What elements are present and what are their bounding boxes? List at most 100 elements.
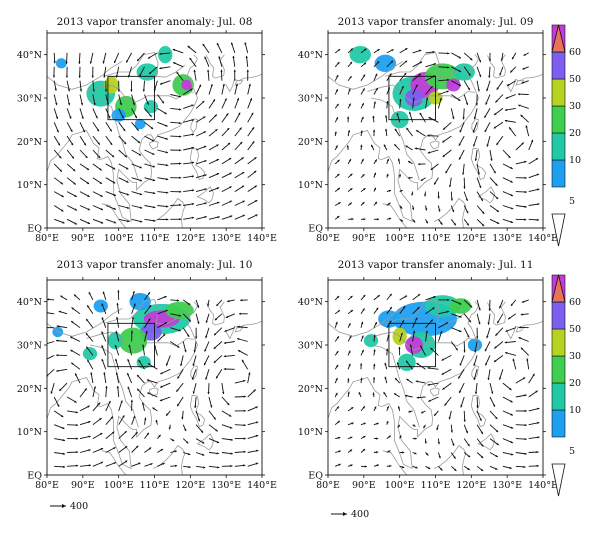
wind-vector-head [417,294,421,297]
wind-vector-head [494,112,497,115]
wind-vector-head [524,176,527,179]
wind-vector-head [168,427,171,430]
wind-vector-head [480,468,484,471]
wind-vector-head [216,441,220,444]
wind-vector-head [458,83,461,86]
wind-vector-head [121,115,124,119]
anomaly-patch [136,355,151,369]
wind-vector-head [124,446,128,449]
wind-vector-head [152,165,155,168]
wind-vector-head [230,464,233,468]
wind-vector-head [349,76,352,79]
wind-vector-head [139,166,142,169]
wind-vector-head [414,147,418,150]
anomaly-patch [405,336,423,354]
wind-vector-head [241,172,245,175]
coastline [328,301,479,470]
wind-vector-head [440,331,443,334]
wind-vector-head [495,455,498,457]
wind-vector-head [459,315,462,318]
map-area [328,280,543,475]
anomaly-patch [143,100,159,114]
x-tick-label: 130°E [492,480,522,491]
wind-vector-head [179,218,182,221]
wind-vector-head [87,405,90,408]
coastline [328,60,404,90]
y-tick-label: 10°N [17,180,42,191]
wind-vector-head [452,443,455,446]
wind-vector-head [216,144,219,147]
wind-vector-head [484,348,487,352]
wind-vector-head [474,391,478,395]
wind-vector-head [450,430,453,433]
wind-vector-head [402,451,405,454]
wind-vector-head [47,298,50,301]
wind-vector-head [360,363,363,366]
wind-vector-head [138,153,142,156]
wind-vector-head [227,300,230,303]
wind-vector-head [518,104,521,107]
wind-vector-head [349,61,353,65]
wind-vector-head [386,421,389,424]
wind-vector-head [101,331,104,334]
wind-vector-head [389,73,392,76]
wind-vector-head [232,55,235,59]
wind-vector-head [193,69,196,73]
wind-vector-head [98,155,101,159]
wind-vector-head [126,60,129,63]
wind-vector-head [102,61,105,64]
wind-vector-head [412,97,415,100]
wind-vector-head [179,190,182,193]
wind-vector-head [478,322,481,325]
wind-vectors [52,42,258,225]
wind-vector-head [62,221,65,224]
wind-vector-head [479,185,482,188]
y-tick-label: 10°N [17,427,42,438]
wind-vector-head [202,453,205,456]
wind-vector [47,341,55,345]
wind-vector-head [488,308,491,311]
wind-vector-head [147,56,151,59]
wind-vector-head [400,219,403,222]
wind-vector-head [216,159,219,162]
wind-vector-head [401,86,404,89]
wind-vector-head [399,435,402,438]
wind-vector-head [401,320,404,323]
wind-vector-head [477,89,480,92]
wind-vector-head [111,154,115,158]
coastline [367,331,475,351]
colorbar-label: 5 [569,196,575,207]
wind-vector-head [406,378,409,381]
map-area [47,280,262,475]
wind-vector-head [204,202,207,205]
wind-vector-head [510,441,513,444]
wind-vector-head [122,415,125,418]
wind-vector-head [442,387,445,390]
wind-vector-head [124,460,128,463]
wind-vector-head [115,75,118,78]
wind-vector-head [251,127,255,130]
wind-vector-head [418,49,422,52]
wind-vector-head [488,59,492,62]
wind-vector-head [243,450,246,453]
wind-vector-head [337,420,340,424]
wind-vector-head [164,112,167,115]
wind-vector-head [86,346,89,349]
wind-vector-head [437,196,440,199]
wind-vector-head [454,468,457,471]
wind-vector-head [487,322,490,325]
wind-vector-head [373,172,376,175]
coastline [382,203,408,228]
wind-vector-head [142,89,145,92]
y-tick-label: 20°N [298,384,323,395]
wind-vector-head [336,351,339,354]
wind-vector-head [500,58,504,61]
anomaly-patch [467,338,483,352]
wind-vector-head [448,417,451,420]
wind-vector-head [70,129,73,132]
wind-vector-head [532,373,535,377]
wind-vector-head [100,208,103,211]
wind-vector-head [499,306,502,309]
wind-vector-head [176,71,179,75]
wind-vector-head [397,406,401,409]
